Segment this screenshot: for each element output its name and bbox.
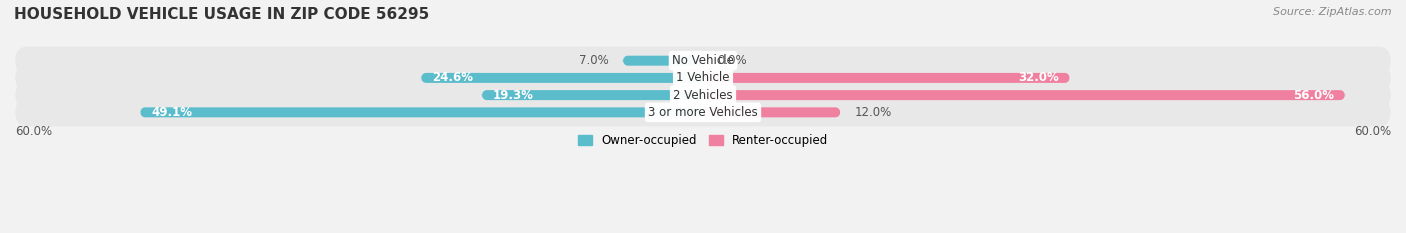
Text: Source: ZipAtlas.com: Source: ZipAtlas.com <box>1274 7 1392 17</box>
Text: 7.0%: 7.0% <box>579 54 609 67</box>
Text: No Vehicle: No Vehicle <box>672 54 734 67</box>
FancyBboxPatch shape <box>15 81 1391 109</box>
Text: 56.0%: 56.0% <box>1292 89 1334 102</box>
Text: 60.0%: 60.0% <box>1354 125 1391 138</box>
FancyBboxPatch shape <box>15 47 1391 75</box>
Text: 0.0%: 0.0% <box>717 54 747 67</box>
FancyBboxPatch shape <box>15 64 1391 92</box>
FancyBboxPatch shape <box>15 98 1391 126</box>
Text: 49.1%: 49.1% <box>152 106 193 119</box>
Text: 60.0%: 60.0% <box>15 125 52 138</box>
Text: 24.6%: 24.6% <box>433 71 474 84</box>
FancyBboxPatch shape <box>482 90 703 100</box>
FancyBboxPatch shape <box>703 73 1070 83</box>
Text: HOUSEHOLD VEHICLE USAGE IN ZIP CODE 56295: HOUSEHOLD VEHICLE USAGE IN ZIP CODE 5629… <box>14 7 429 22</box>
Text: 32.0%: 32.0% <box>1018 71 1059 84</box>
Text: 19.3%: 19.3% <box>494 89 534 102</box>
Text: 2 Vehicles: 2 Vehicles <box>673 89 733 102</box>
FancyBboxPatch shape <box>420 73 703 83</box>
FancyBboxPatch shape <box>703 107 841 117</box>
FancyBboxPatch shape <box>141 107 703 117</box>
Legend: Owner-occupied, Renter-occupied: Owner-occupied, Renter-occupied <box>572 130 834 152</box>
Text: 1 Vehicle: 1 Vehicle <box>676 71 730 84</box>
Text: 12.0%: 12.0% <box>855 106 891 119</box>
FancyBboxPatch shape <box>623 56 703 66</box>
Text: 3 or more Vehicles: 3 or more Vehicles <box>648 106 758 119</box>
FancyBboxPatch shape <box>703 90 1346 100</box>
